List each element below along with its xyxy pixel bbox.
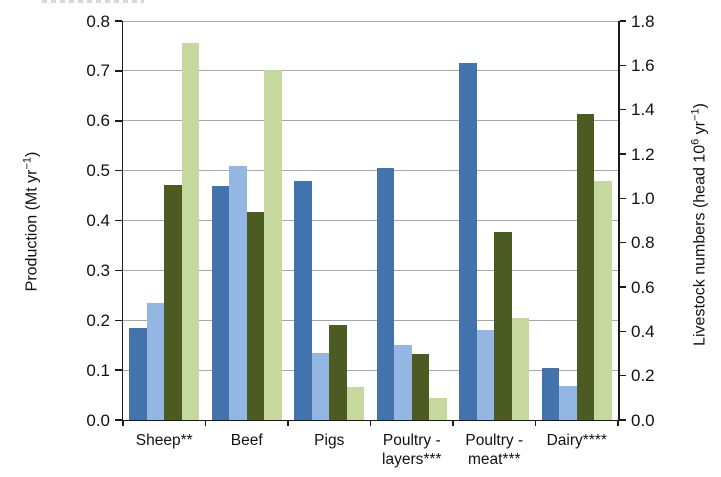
right-axis-title-superscript-6: 6 [689,138,702,145]
y-tick-label-left: 0.0 [86,410,110,430]
right-axis-tick [619,374,626,377]
bar-dark-green-bars-group4 [494,231,512,420]
y-tick-label-right: 0.0 [631,410,655,430]
x-category-label: Dairy**** [546,432,607,449]
x-category-label: Poultry - layers*** [382,432,442,468]
bar-light-blue-bars-group5 [559,386,577,420]
bar-light-green-bars-group2 [346,386,365,420]
right-axis-title-superscript-minus1: −1 [689,108,702,121]
right-axis-line [618,21,620,421]
y-tick-label-right: 1.0 [631,188,655,208]
gridline [123,170,618,172]
right-axis-tick [619,241,626,244]
right-axis-tick [619,153,626,155]
y-tick-label-right: 1.4 [631,100,655,120]
left-axis-tick [115,20,122,22]
right-axis-title: Livestock numbers (head 106 yr−1) [689,60,711,390]
bar-dark-green-bars-group2 [329,324,347,420]
y-tick-label-left: 0.5 [86,161,110,181]
cropped-legend-artifact [42,0,144,3]
bar-dark-green-bars-group1 [246,211,265,420]
y-tick-label-right: 1.8 [631,11,655,31]
gridline [123,269,618,271]
gridline [123,120,618,122]
gridline [123,220,618,221]
x-category-label: Beef [230,432,263,449]
x-category-label: Sheep** [135,432,193,449]
bar-dark-blue-bars-group4 [459,63,477,420]
right-axis-title-yr: yr [691,120,709,139]
gridline [123,70,618,72]
y-tick-label-right: 0.4 [631,321,655,341]
left-axis-tick [115,419,122,421]
right-axis-tick [619,20,626,22]
left-axis-tick [115,269,122,272]
y-tick-label-left: 0.4 [86,211,110,230]
x-axis-tick [122,420,124,426]
y-tick-label-left: 0.6 [86,111,110,131]
bar-light-green-bars-group5 [594,180,612,420]
gridline [123,319,618,321]
bar-light-blue-bars-group3 [394,345,412,420]
bar-light-blue-bars-group4 [476,330,495,420]
bar-dark-blue-bars-group5 [541,367,560,420]
bar-light-green-bars-group1 [264,69,282,420]
y-tick-label-left: 0.8 [86,11,110,31]
y-tick-label-right: 1.6 [631,55,655,75]
x-axis-tick [369,420,372,426]
gridline [123,20,618,22]
bar-dark-green-bars-group0 [164,185,182,420]
right-axis-tick [619,197,626,200]
bar-light-green-bars-group3 [429,397,447,420]
x-axis-tick [452,420,454,426]
right-axis-tick [619,64,626,67]
bar-dark-green-bars-group5 [576,114,595,420]
right-axis-tick [619,286,626,288]
y-tick-label-right: 0.2 [631,366,655,386]
x-axis-tick [534,420,537,426]
left-axis-tick [115,219,122,222]
y-tick-label-right: 1.2 [631,144,655,164]
y-tick-label-right: 0.6 [631,277,655,297]
left-axis-tick [115,70,122,72]
left-axis-title-text: Production (Mt yr [23,169,41,292]
y-tick-label-right: 0.8 [631,233,655,253]
gridline [123,369,618,371]
bar-dark-blue-bars-group1 [211,185,230,420]
left-axis-title-superscript: −1 [21,156,34,170]
left-axis-title: Production (Mt yr−1) [21,72,43,372]
bar-dark-green-bars-group3 [411,353,430,420]
bar-dark-blue-bars-group3 [376,168,395,420]
x-axis-tick [287,420,289,426]
left-axis-line [121,21,123,421]
right-axis-title-text: Livestock numbers (head 10 [691,144,709,346]
bar-light-green-bars-group4 [511,318,530,420]
left-axis-tick [115,120,122,122]
x-category-label: Pigs [314,432,345,449]
bar-dark-blue-bars-group2 [294,180,312,420]
y-tick-label-left: 0.1 [86,360,110,380]
y-tick-label-left: 0.7 [86,61,110,81]
bar-light-blue-bars-group1 [229,165,247,420]
bar-light-blue-bars-group2 [311,352,330,420]
right-axis-tick [619,330,626,333]
x-axis-tick [617,420,619,426]
y-tick-label-left: 0.2 [86,310,110,330]
left-axis-tick [115,319,122,321]
left-axis-tick [115,169,122,172]
right-axis-tick [619,108,626,111]
y-tick-label-left: 0.3 [86,260,110,280]
left-axis-tick [115,369,122,371]
x-category-label: Poultry - meat*** [465,432,524,468]
bar-light-green-bars-group0 [181,43,200,420]
bar-dark-blue-bars-group0 [129,327,147,420]
x-axis-tick [204,420,207,426]
bar-light-blue-bars-group0 [146,302,165,420]
right-axis-tick [619,419,626,421]
